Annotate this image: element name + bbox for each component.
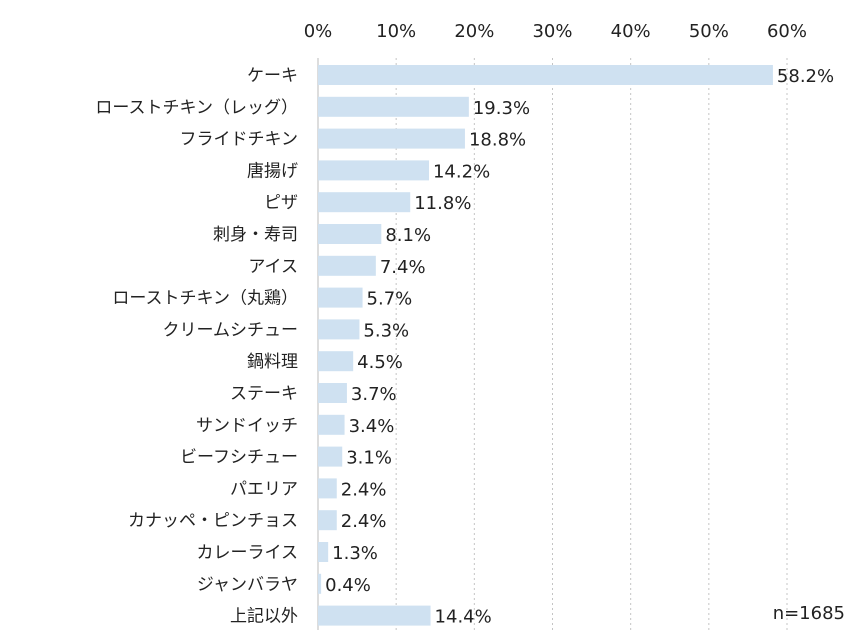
x-tick-label: 10% [376,21,416,42]
x-tick-label: 50% [689,21,729,42]
bar [318,446,343,467]
category-label: アイス [248,257,298,277]
value-label: 3.4% [349,416,395,437]
x-tick-label: 60% [767,21,807,42]
bar [318,510,337,531]
bar [318,255,376,276]
category-label: カナッペ・ピンチョス [128,511,298,531]
value-labels: 58.2% 19.3% 18.8% 14.2% 11.8% 8.1% 7.4% 5.7% 5.3… [325,66,834,628]
bar [318,192,411,213]
value-label: 14.2% [433,161,490,182]
x-tick-label: 30% [532,21,572,42]
value-label: 8.1% [385,225,431,246]
value-label: 19.3% [473,98,530,119]
category-label: 唐揚げ [247,160,298,181]
value-label: 14.4% [435,607,492,628]
value-label: 11.8% [414,193,471,214]
bar [318,96,469,117]
category-label: カレーライス [197,543,299,563]
bar [318,542,329,562]
bar [318,160,429,181]
x-axis-ticks: 0% 10% 20% 30% 40% 50% 60% [304,21,807,42]
value-label: 2.4% [341,479,387,500]
value-label: 3.1% [346,448,392,469]
value-label: 18.8% [469,130,526,151]
bars [318,65,773,626]
bar [318,414,345,435]
category-label: 鍋料理 [247,352,298,372]
category-label: 上記以外 [230,607,298,627]
bar [318,383,347,403]
value-label: 2.4% [341,511,387,532]
value-label: 58.2% [777,66,834,87]
category-label: ローストチキン（丸鶏） [112,289,298,309]
bar [318,573,322,594]
grid-lines [317,58,788,630]
x-tick-label: 20% [454,21,494,42]
value-label: 7.4% [380,257,426,278]
category-label: ピザ [264,193,298,213]
category-label: パエリア [230,479,298,499]
category-label: ビーフシチュー [180,448,298,468]
category-label: 刺身・寿司 [213,225,298,245]
value-label: 4.5% [357,352,403,373]
category-label: ジャンバラヤ [197,575,298,595]
value-label: 5.7% [367,289,413,310]
bar [318,478,337,499]
bar [318,287,363,308]
category-label: クリームシチュー [163,320,299,340]
value-label: 5.3% [363,320,409,341]
value-label: 0.4% [325,575,371,596]
x-tick-label: 40% [611,21,651,42]
sample-size-note: n=1685 [773,603,845,624]
bar [318,65,773,85]
bar [318,128,465,149]
bar [318,224,382,244]
bar [318,351,354,372]
category-label: ケーキ [247,66,298,86]
value-label: 3.7% [351,384,397,405]
value-label: 1.3% [332,543,378,564]
bar [318,605,431,626]
x-tick-label: 0% [304,21,333,42]
category-label: ステーキ [230,384,298,404]
category-label: フライドチキン [180,130,299,150]
category-label: サンドイッチ [196,416,298,436]
category-label: ローストチキン（レッグ） [95,98,298,118]
bar [318,319,360,340]
